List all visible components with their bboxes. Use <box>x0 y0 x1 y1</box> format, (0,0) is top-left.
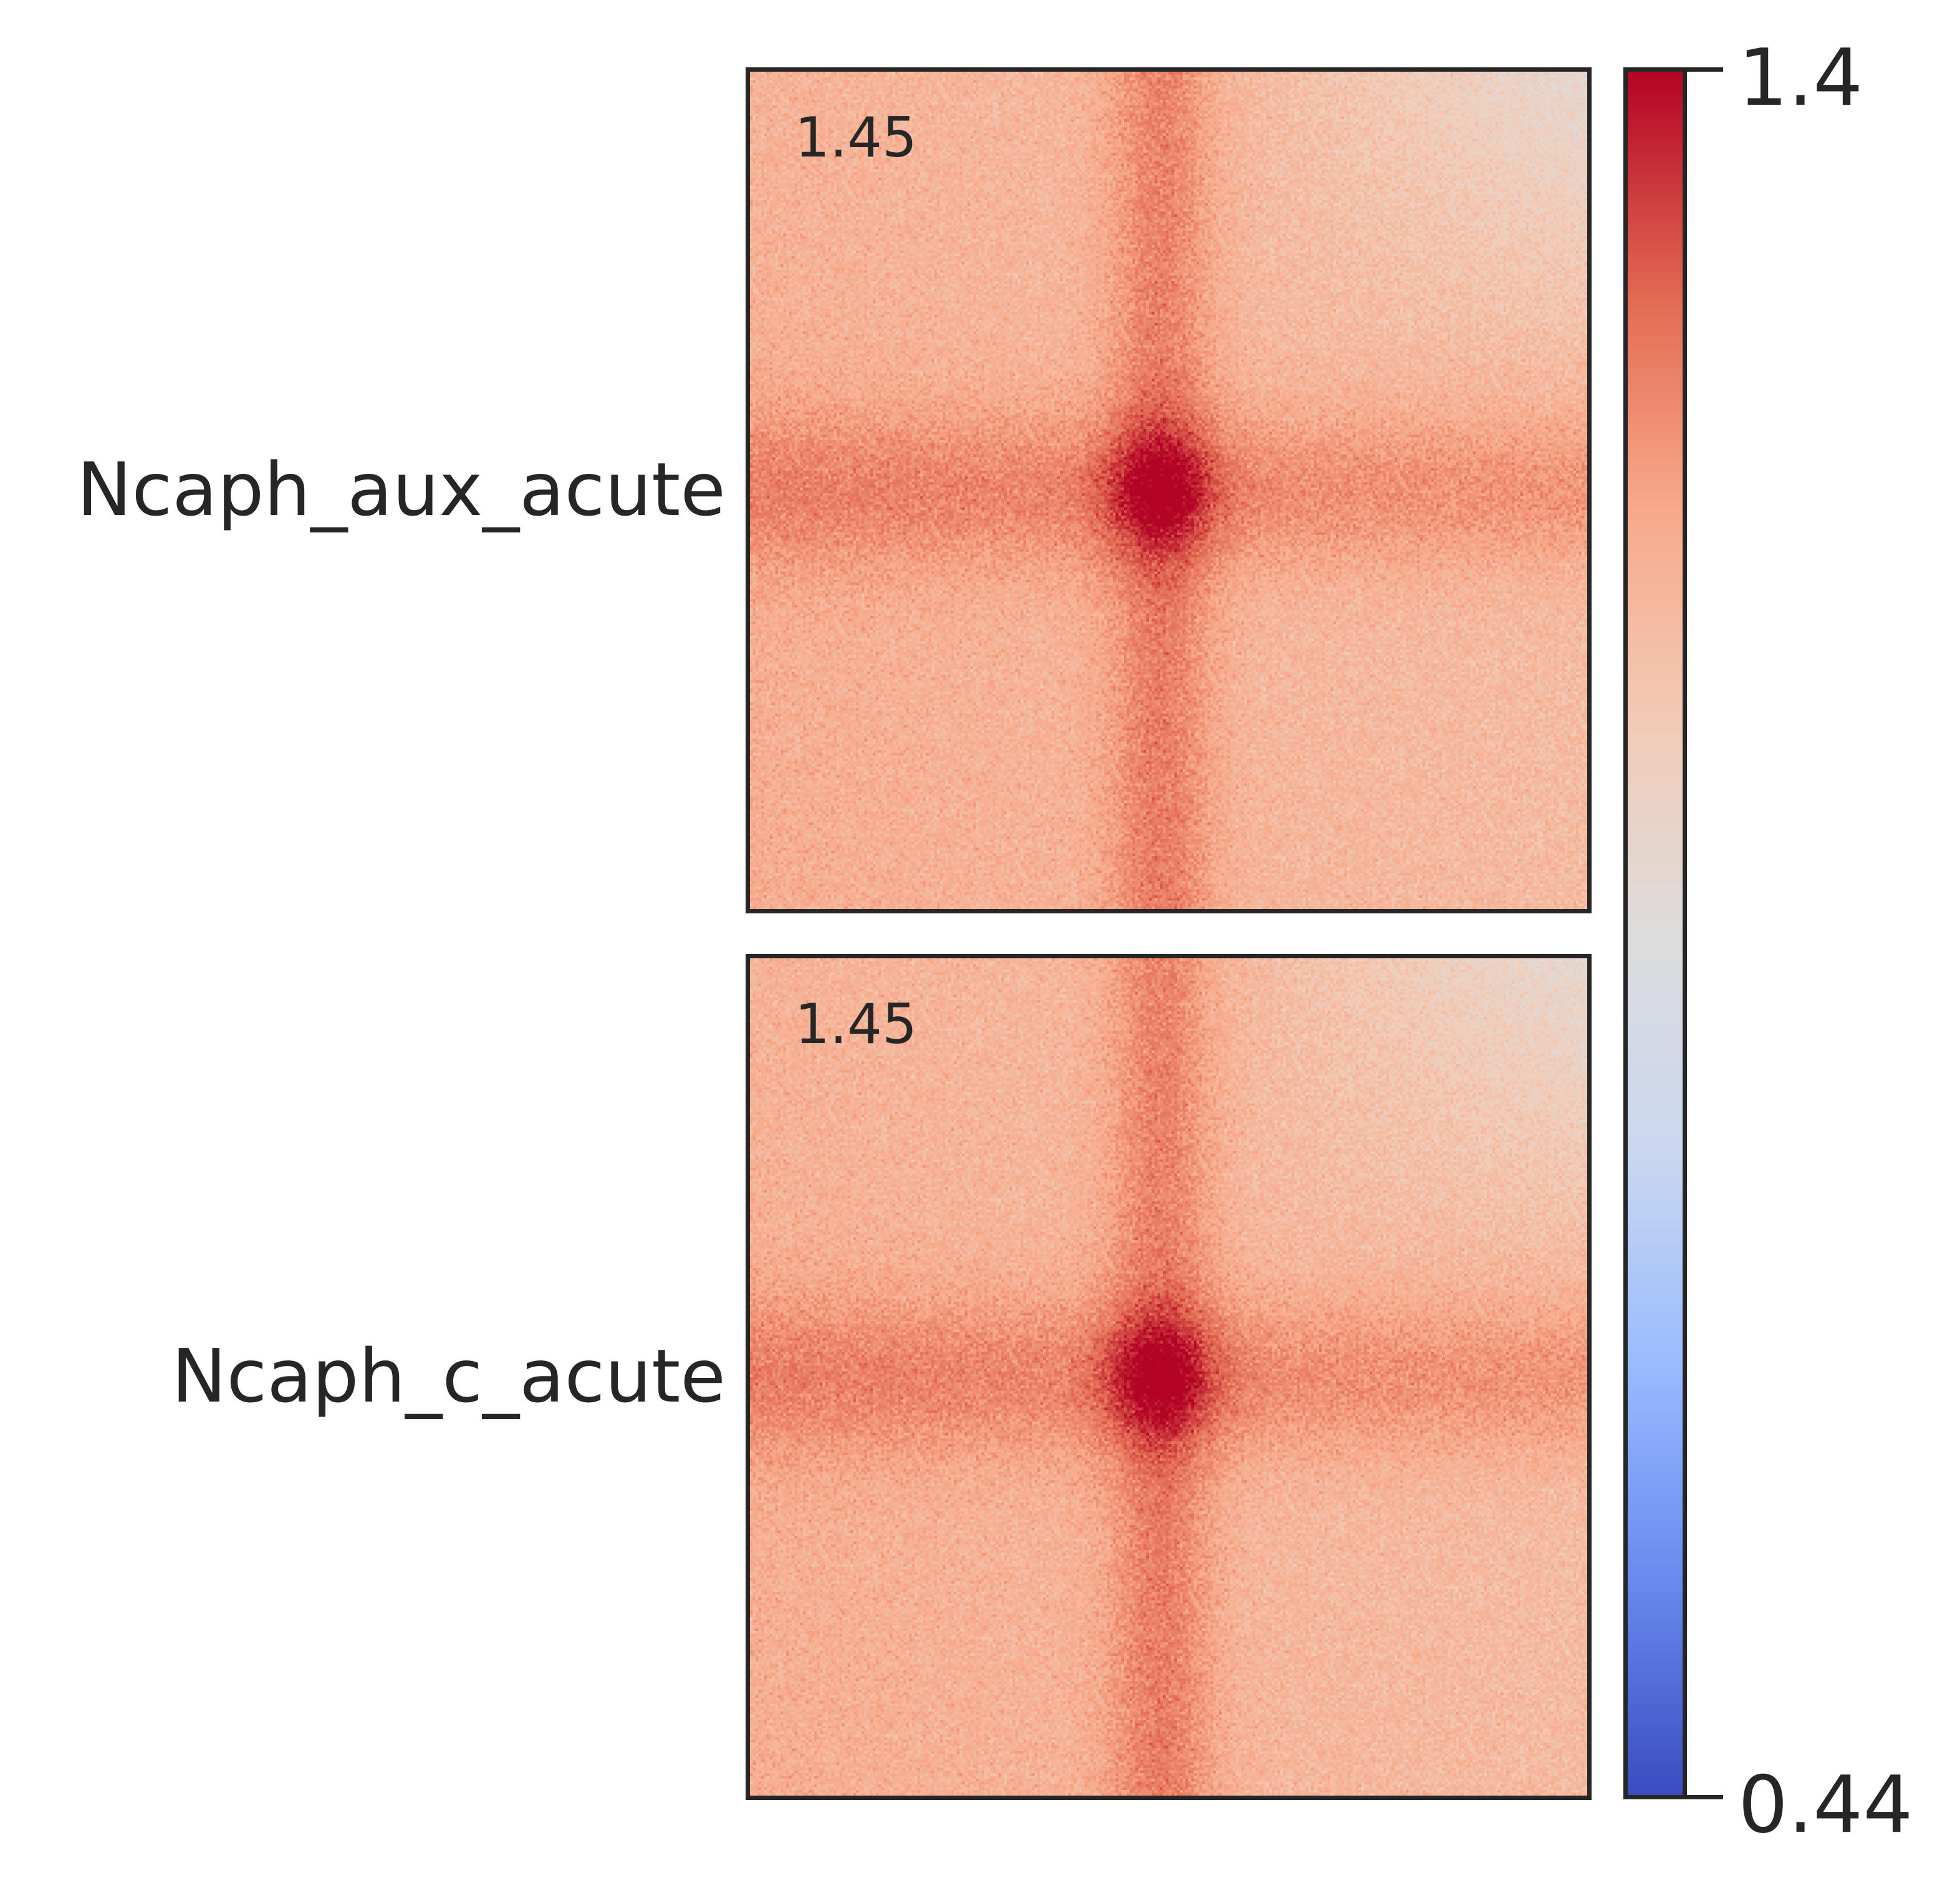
row-label-ncaph-aux-acute: Ncaph_aux_acute <box>77 446 726 532</box>
colorbar-tick-min <box>1687 1795 1723 1799</box>
row-label-ncaph-c-acute: Ncaph_c_acute <box>171 1333 726 1419</box>
heatmap-panel-ncaph-aux-acute: 1.45 <box>746 67 1592 913</box>
corner-score: 1.45 <box>795 992 917 1056</box>
colorbar <box>1623 67 1687 1799</box>
heatmap-image <box>750 958 1587 1796</box>
colorbar-min-label: 0.44 <box>1738 1759 1913 1850</box>
heatmap-image <box>750 72 1587 909</box>
colorbar-max-label: 1.4 <box>1738 32 1863 123</box>
heatmap-panel-ncaph-c-acute: 1.45 <box>746 954 1592 1800</box>
corner-score: 1.45 <box>795 105 917 170</box>
colorbar-tick-max <box>1687 67 1723 72</box>
